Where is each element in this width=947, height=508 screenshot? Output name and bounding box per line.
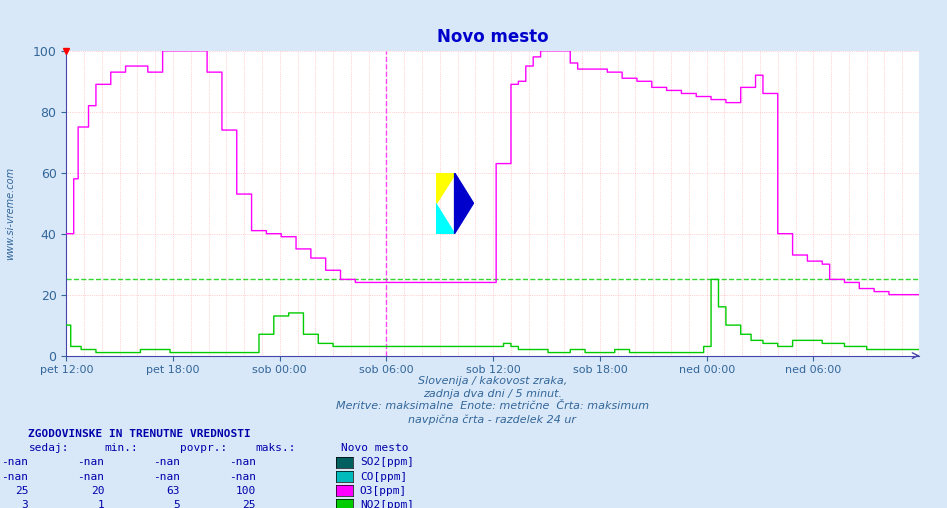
Text: O3[ppm]: O3[ppm] xyxy=(360,486,407,496)
Text: -nan: -nan xyxy=(152,471,180,482)
Text: -nan: -nan xyxy=(77,457,104,467)
Text: 25: 25 xyxy=(242,500,256,508)
Text: NO2[ppm]: NO2[ppm] xyxy=(360,500,414,508)
Text: CO[ppm]: CO[ppm] xyxy=(360,471,407,482)
Text: maks.:: maks.: xyxy=(256,443,296,453)
Text: povpr.:: povpr.: xyxy=(180,443,227,453)
Text: Novo mesto: Novo mesto xyxy=(341,443,408,453)
Text: 63: 63 xyxy=(167,486,180,496)
Text: SO2[ppm]: SO2[ppm] xyxy=(360,457,414,467)
Text: www.si-vreme.com: www.si-vreme.com xyxy=(5,167,15,260)
Polygon shape xyxy=(436,203,455,234)
Text: -nan: -nan xyxy=(77,471,104,482)
Text: 25: 25 xyxy=(15,486,28,496)
Text: zadnja dva dni / 5 minut.: zadnja dva dni / 5 minut. xyxy=(423,389,562,399)
Text: min.:: min.: xyxy=(104,443,138,453)
Text: -nan: -nan xyxy=(1,471,28,482)
Text: Meritve: maksimalne  Enote: metrične  Črta: maksimum: Meritve: maksimalne Enote: metrične Črta… xyxy=(336,401,649,411)
Text: 1: 1 xyxy=(98,500,104,508)
Polygon shape xyxy=(455,173,474,234)
Text: ZGODOVINSKE IN TRENUTNE VREDNOSTI: ZGODOVINSKE IN TRENUTNE VREDNOSTI xyxy=(28,429,251,439)
Text: -nan: -nan xyxy=(1,457,28,467)
Text: Slovenija / kakovost zraka,: Slovenija / kakovost zraka, xyxy=(418,376,567,386)
Text: 20: 20 xyxy=(91,486,104,496)
Text: -nan: -nan xyxy=(152,457,180,467)
Polygon shape xyxy=(436,173,455,203)
Text: 100: 100 xyxy=(236,486,256,496)
Text: -nan: -nan xyxy=(228,471,256,482)
Title: Novo mesto: Novo mesto xyxy=(437,28,548,46)
Text: 5: 5 xyxy=(173,500,180,508)
Text: navpična črta - razdelek 24 ur: navpična črta - razdelek 24 ur xyxy=(408,414,577,425)
Text: sedaj:: sedaj: xyxy=(28,443,69,453)
Text: -nan: -nan xyxy=(228,457,256,467)
Text: 3: 3 xyxy=(22,500,28,508)
